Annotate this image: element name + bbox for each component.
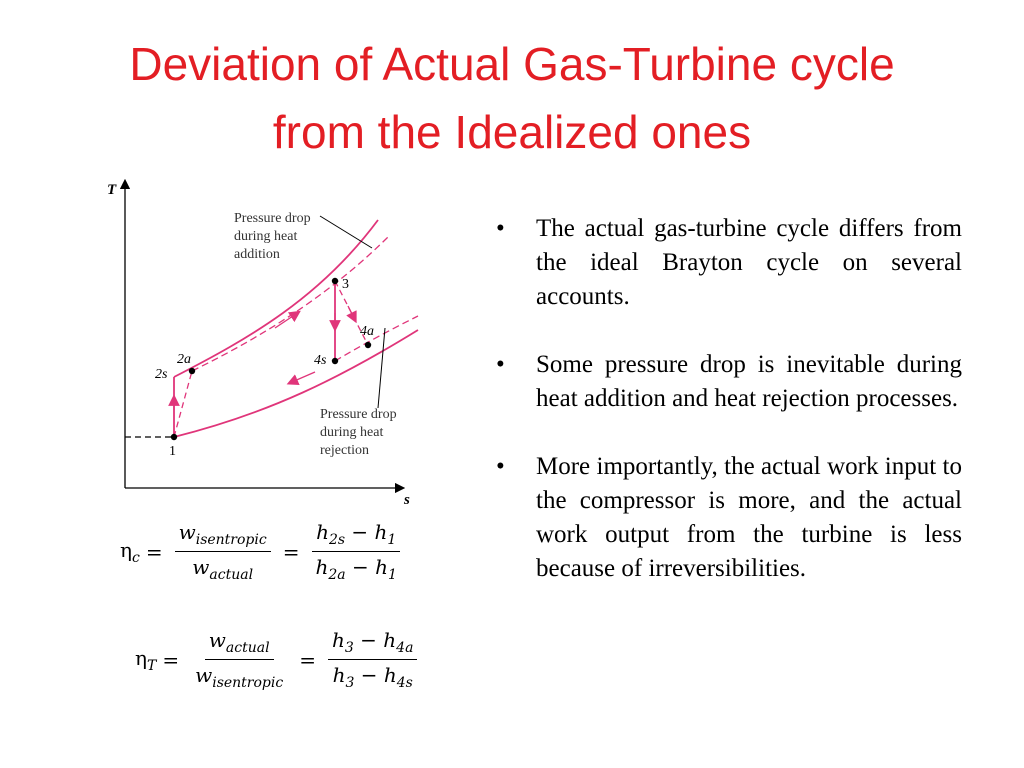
turbine-efficiency-formula: ηT = wactual wisentropic = h3 − h4a h3 −… [135,628,423,691]
process-1-2a [173,370,193,438]
flow-arrow-heat-rejection [286,371,316,386]
title-line-2: from the Idealized ones [272,106,752,158]
enthalpy-ratio-fraction-turbine: h3 − h4a h3 − h4s [327,628,418,691]
flow-arrow-actual-expansion [346,305,357,324]
annotation-heat-rejection: Pressure drop during heat rejection [320,407,400,458]
slide-title: Deviation of Actual Gas-Turbine cycle fr… [0,30,1024,166]
enthalpy-ratio-fraction: h2s − h1 h2a − h1 [311,520,401,583]
t-axis-label: T [107,182,117,198]
bullet-dot: • [496,351,505,378]
state-point-4a [364,341,372,349]
label-point-4a: 4a [360,324,374,339]
label-point-3: 3 [342,277,349,292]
work-ratio-fraction: wisentropic wactual [174,520,271,583]
process-3-4a [334,280,369,346]
label-point-4s: 4s [314,353,327,368]
bullet-dot: • [496,453,505,480]
eta-c-symbol: ηc [120,537,140,566]
state-point-2a [188,367,196,375]
high-pressure-curve-ideal [173,219,379,378]
bullet-item-3: • More importantly, the actual work input… [496,450,962,586]
leader-heat-addition [319,215,373,249]
title-line-1: Deviation of Actual Gas-Turbine cycle [129,38,895,90]
flow-arrow-heat-addition [274,310,301,329]
bullet-item-1: • The actual gas-turbine cycle differs fr… [496,212,962,314]
leader-heat-rejection [377,327,386,409]
s-axis-label: s [403,492,410,508]
high-pressure-curve-actual [191,234,391,372]
bullet-dot: • [496,215,505,242]
eta-t-symbol: ηT [135,645,157,674]
bullet-list: • The actual gas-turbine cycle differs fr… [496,212,962,620]
state-point-3 [331,277,339,285]
annotation-heat-addition: Pressure drop during heat addition [234,211,314,262]
label-point-2s: 2s [155,367,168,382]
label-point-1: 1 [169,444,176,459]
state-point-4s [331,357,339,365]
work-ratio-fraction-turbine: wactual wisentropic [195,628,284,691]
low-pressure-curve-actual [334,315,419,362]
bullet-item-2: • Some pressure drop is inevitable during… [496,348,962,416]
compressor-efficiency-formula: ηc = wisentropic wactual = h2s − h1 h2a … [120,520,407,583]
state-point-1 [170,433,178,441]
label-point-2a: 2a [177,352,191,367]
low-pressure-curve-ideal [173,329,419,438]
ts-diagram: T s 1 2s 2a 3 4s 4a Pressure drop during… [107,178,419,508]
